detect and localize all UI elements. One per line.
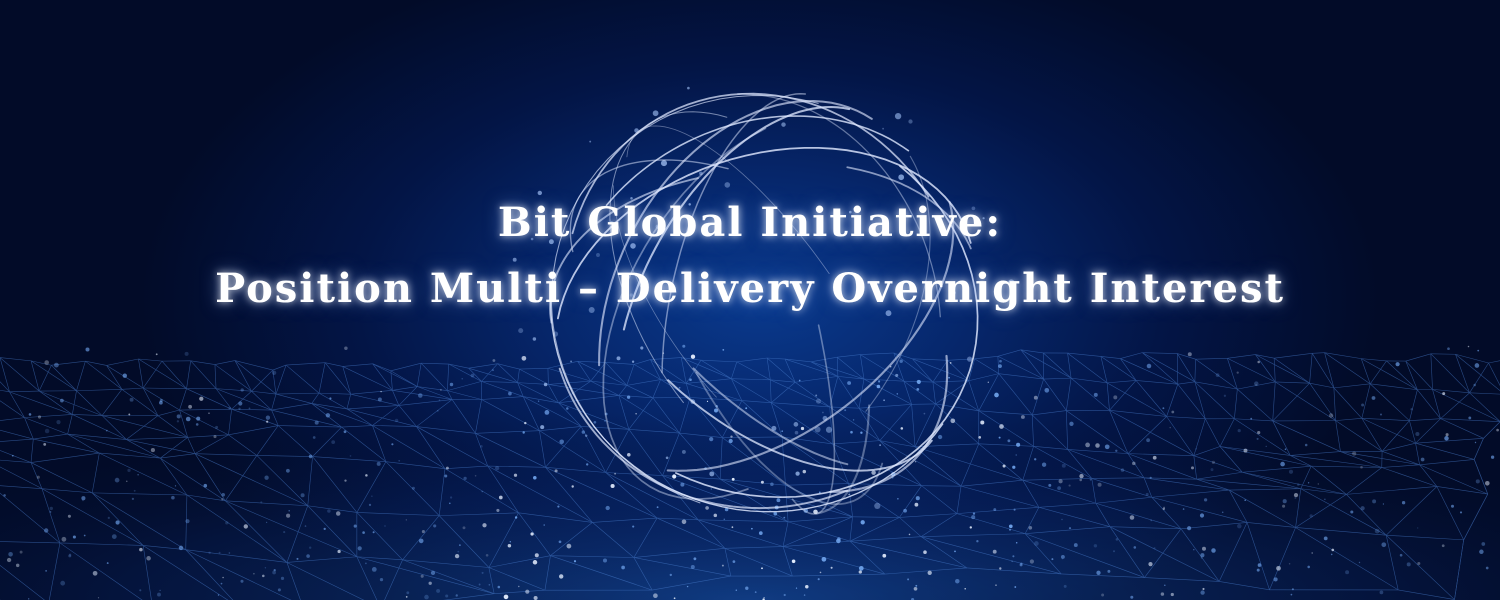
headline-line-2: Position Multi – Delivery Overnight Inte… bbox=[215, 265, 1285, 312]
network-mesh-icon bbox=[0, 349, 1500, 600]
headline-line-1: Bit Global Initiative: bbox=[497, 199, 1003, 246]
globe-wireframe-icon bbox=[549, 92, 979, 515]
particle-dots bbox=[3, 86, 1499, 600]
banner-headline: Bit Global Initiative: Position Multi – … bbox=[0, 190, 1500, 322]
